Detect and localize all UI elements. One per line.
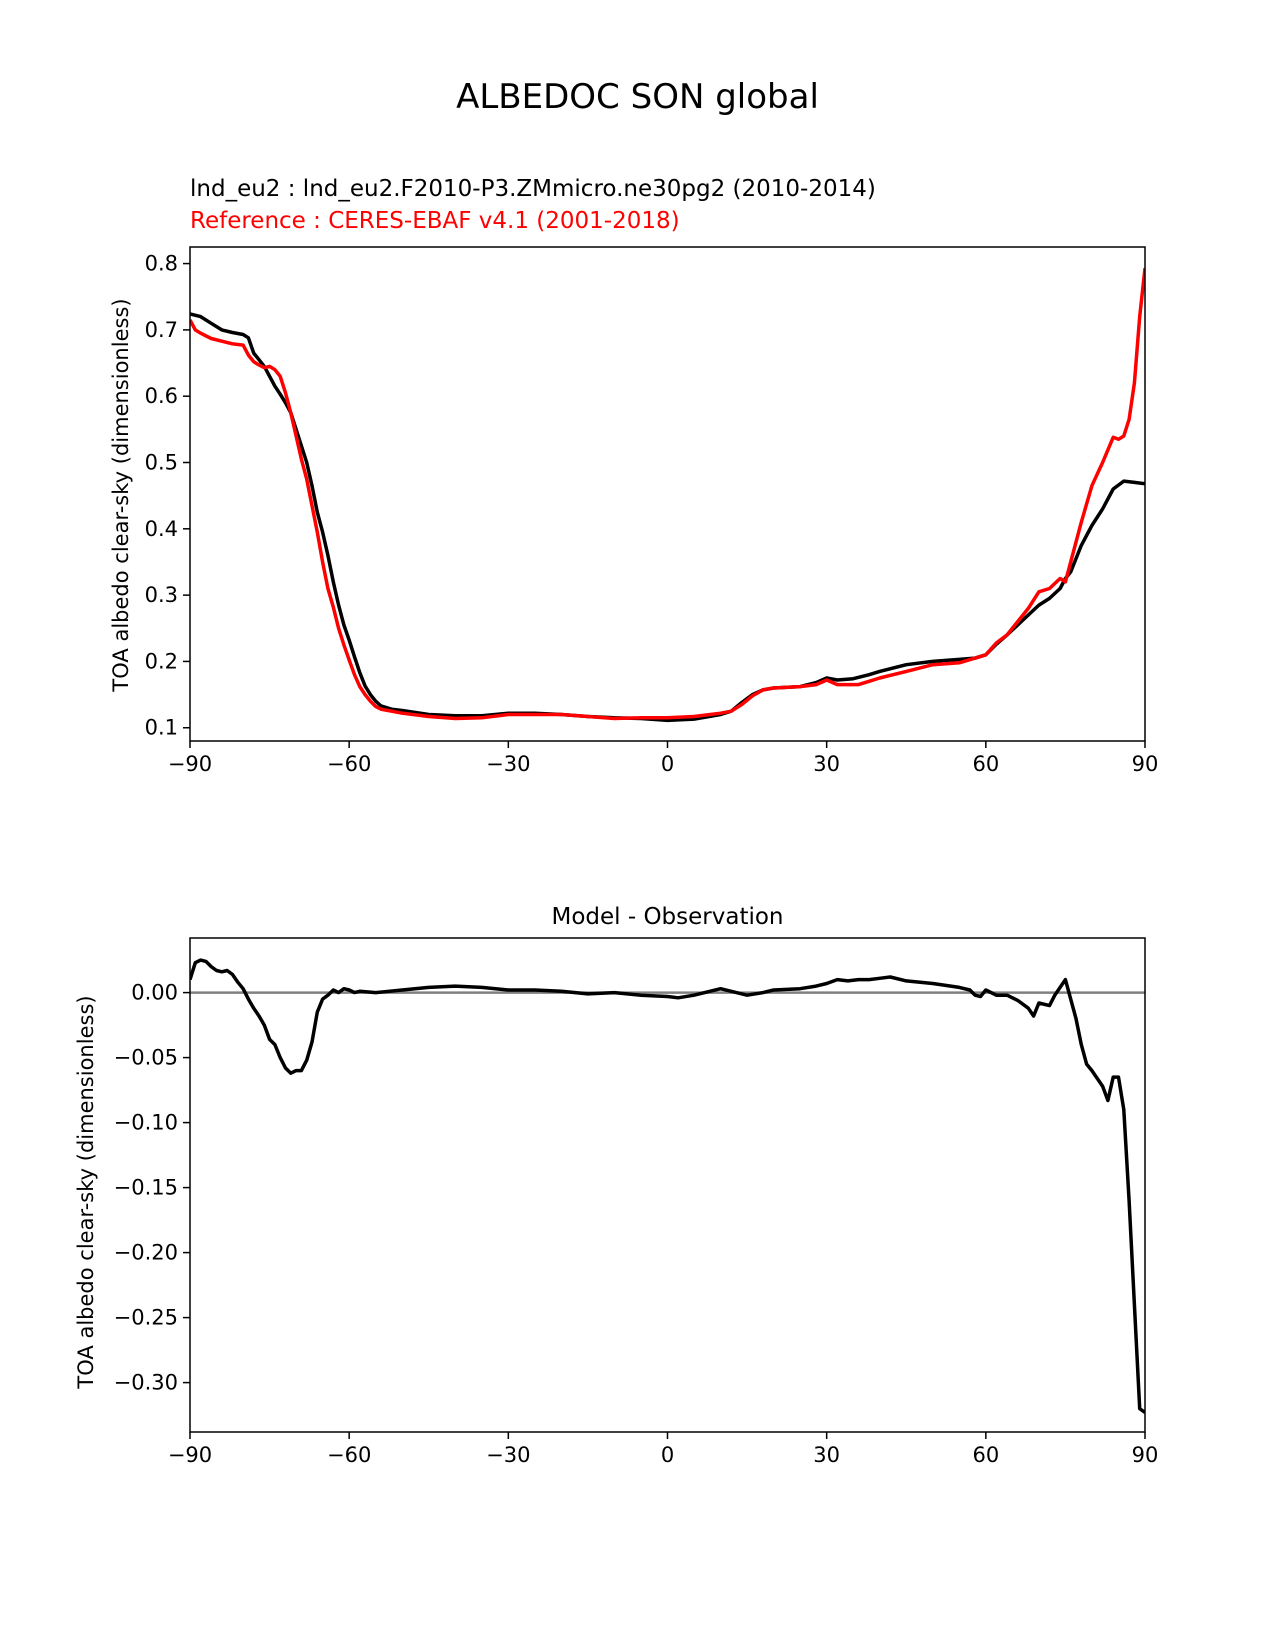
top-y-tick-label: 0.5 — [145, 451, 178, 475]
top-x-tick-label: 60 — [972, 752, 999, 776]
bottom-plot-area: −90 −60 −30 0 30 60 90 0.00 −0.05 −0.10 −0.15 −0.20… — [114, 937, 1159, 1467]
bottom-y-tick-label: −0.10 — [114, 1111, 178, 1135]
bottom-x-tick-label: −60 — [327, 1443, 371, 1467]
bottom-y-tick-label: −0.25 — [114, 1306, 178, 1330]
bottom-title: Model - Observation — [551, 904, 783, 930]
top-panel: lnd_eu2 : lnd_eu2.F2010-P3.ZMmicro.ne30p… — [109, 176, 1158, 776]
top-y-tick-label: 0.7 — [145, 318, 178, 342]
bottom-x-tick-label: −90 — [168, 1443, 212, 1467]
top-x-tick-label: −90 — [168, 752, 212, 776]
top-y-tick-label: 0.8 — [145, 252, 178, 276]
bottom-y-tick-label: −0.20 — [114, 1241, 178, 1265]
top-y-tick-label: 0.1 — [145, 716, 178, 740]
top-y-axis-label: TOA albedo clear-sky (dimensionless) — [109, 298, 133, 692]
top-x-tick-label: 30 — [813, 752, 840, 776]
top-x-tick-label: −60 — [327, 752, 371, 776]
top-x-tick-label: −30 — [486, 752, 530, 776]
top-subtitle-test: lnd_eu2 : lnd_eu2.F2010-P3.ZMmicro.ne30p… — [190, 176, 876, 202]
bottom-x-tick-label: 90 — [1132, 1443, 1159, 1467]
bottom-x-tick-label: −30 — [486, 1443, 530, 1467]
top-y-tick-label: 0.4 — [145, 517, 178, 541]
top-y-tick-label: 0.2 — [145, 649, 178, 673]
top-x-tick-label: 90 — [1132, 752, 1159, 776]
bottom-y-tick-label: −0.15 — [114, 1176, 178, 1200]
bottom-x-tick-label: 60 — [972, 1443, 999, 1467]
top-subtitle-reference: Reference : CERES-EBAF v4.1 (2001-2018) — [190, 208, 680, 234]
bottom-x-tick-label: 0 — [661, 1443, 674, 1467]
bottom-series-difference — [190, 958, 1145, 1414]
top-series-reference — [190, 268, 1145, 721]
bottom-y-tick-label: 0.00 — [131, 981, 178, 1005]
bottom-y-axis-label: TOA albedo clear-sky (dimensionless) — [74, 995, 98, 1389]
bottom-panel: Model - Observation TOA albedo clear-sky… — [74, 904, 1158, 1467]
top-x-tick-label: 0 — [661, 752, 674, 776]
top-y-tick-label: 0.3 — [145, 583, 178, 607]
figure-title: ALBEDOC SON global — [456, 77, 819, 117]
top-plot-area: −90 −60 −30 0 30 60 90 0.1 0.2 0.3 0.4 0.5 0.6 0.7 0.8 — [145, 246, 1159, 776]
bottom-y-tick-label: −0.05 — [114, 1046, 178, 1070]
bottom-x-tick-label: 30 — [813, 1443, 840, 1467]
top-y-tick-label: 0.6 — [145, 384, 178, 408]
bottom-y-tick-label: −0.30 — [114, 1371, 178, 1395]
